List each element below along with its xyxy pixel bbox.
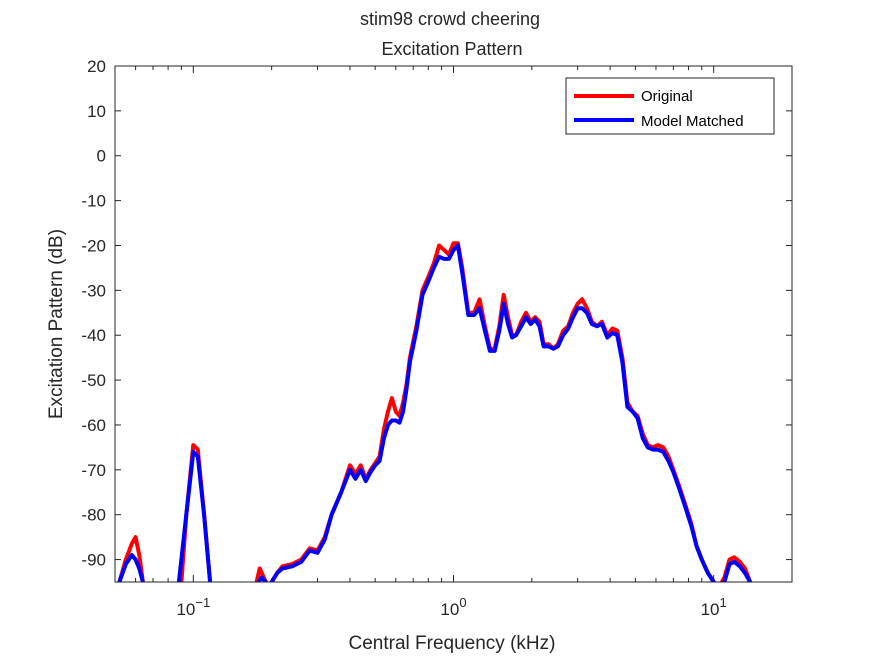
y-tick-label: -10 — [81, 192, 106, 211]
y-tick-label: -20 — [81, 236, 106, 255]
x-tick-label: 10−1 — [176, 595, 210, 619]
series-line-model-matched — [269, 243, 753, 582]
y-tick-label: 10 — [87, 102, 106, 121]
y-tick-label: -60 — [81, 416, 106, 435]
series-layer — [117, 241, 753, 582]
x-axis-label: Central Frequency (kHz) — [349, 633, 556, 654]
y-tick-label: 0 — [97, 147, 106, 166]
plot-area — [115, 66, 792, 582]
series-line-model-matched — [256, 575, 268, 582]
legend: Original Model Matched — [565, 77, 775, 135]
legend-label-model-matched: Model Matched — [641, 113, 744, 130]
y-tick-label: -80 — [81, 506, 106, 525]
y-tick-label: -70 — [81, 461, 106, 480]
y-axis-ticks: 20 10 0 -10 -20 -30 -40 -50 -60 -70 -80 -90 — [81, 57, 792, 570]
y-tick-label: -90 — [81, 551, 106, 570]
x-axis-ticks: 10−1 100 101 — [114, 66, 793, 619]
y-tick-label: -50 — [81, 371, 106, 390]
series-line-model-matched — [176, 449, 213, 582]
y-axis-label: Excitation Pattern (dB) — [46, 229, 67, 419]
y-tick-label: -30 — [81, 281, 106, 300]
y-tick-label: 20 — [87, 57, 106, 76]
x-tick-label: 101 — [701, 595, 727, 619]
x-tick-label: 100 — [440, 595, 466, 619]
legend-box — [565, 77, 775, 135]
y-tick-label: -40 — [81, 326, 106, 345]
legend-label-original: Original — [641, 88, 693, 105]
series-line-model-matched — [117, 553, 145, 582]
chart-subtitle: Excitation Pattern — [381, 39, 522, 59]
axes-box — [114, 65, 793, 583]
chart-title: stim98 crowd cheering — [360, 9, 540, 29]
